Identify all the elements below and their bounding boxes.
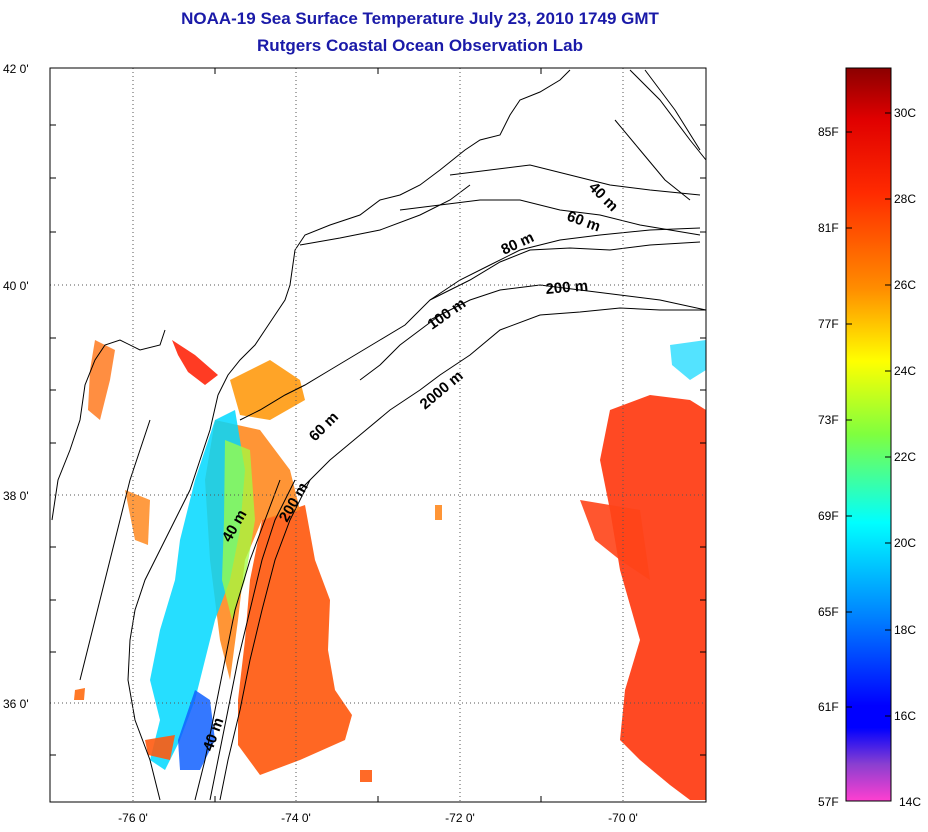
lat-tick-labels: 42 0' 40 0' 38 0' 36 0' xyxy=(3,62,29,711)
sst-patch-cold-core xyxy=(178,690,215,770)
lon-tick-label: -76 0' xyxy=(118,811,148,825)
colorbar-f-label: 57F xyxy=(818,795,839,809)
isobath-100m xyxy=(359,314,441,381)
colorbar-c-label: 24C xyxy=(894,364,916,378)
sst-patch-gulf-stream-2 xyxy=(580,500,650,580)
colorbar-f-label: 77F xyxy=(818,317,839,331)
isobath-label: 40 m xyxy=(585,179,621,215)
isobath-200m xyxy=(429,284,706,321)
colorbar-f-label: 65F xyxy=(818,605,839,619)
sst-patch-chesapeake xyxy=(88,340,115,420)
coastline-layer xyxy=(51,69,706,801)
colorbar-f-label: 85F xyxy=(818,125,839,139)
sst-patch-sound xyxy=(145,735,175,760)
isobath-label: 60 m xyxy=(306,409,342,445)
sst-patch-green xyxy=(222,440,255,620)
lon-tick-label: -70 0' xyxy=(608,811,638,825)
sst-patch-nj-shelf xyxy=(230,360,305,420)
isobath-60m xyxy=(399,199,701,236)
sst-patch-small-3 xyxy=(360,770,372,782)
isobath-80m xyxy=(429,241,701,301)
colorbar-c-label: 20C xyxy=(894,536,916,550)
sst-data-layer xyxy=(74,340,706,800)
isobath-label: 80 m xyxy=(499,229,537,259)
colorbar-c-label: 26C xyxy=(894,278,916,292)
slope-lines-2 xyxy=(209,479,296,801)
map-grid xyxy=(50,68,706,802)
lat-tick-label: 36 0' xyxy=(3,697,29,711)
lon-tick-labels: -76 0' -74 0' -72 0' -70 0' xyxy=(118,811,638,825)
lon-tick-label: -72 0' xyxy=(445,811,475,825)
isobath-label: 100 m xyxy=(425,295,470,333)
coastline-chesapeake xyxy=(51,329,166,521)
colorbar-c-label: 16C xyxy=(894,709,916,723)
shelf-edge-inner xyxy=(239,227,701,421)
sst-patch-cold-band xyxy=(150,410,245,770)
coastline-nj xyxy=(217,284,291,396)
map-subtitle: Rutgers Coastal Ocean Observation Lab xyxy=(257,36,583,55)
sst-patch-delaware-bay xyxy=(172,340,218,385)
coastline-delmarva xyxy=(127,394,219,801)
sst-patch-offshore-cyan xyxy=(670,340,706,380)
map-minor-ticks xyxy=(50,68,706,802)
isobath-label: 200 m xyxy=(545,277,589,298)
lat-tick-label: 40 0' xyxy=(3,279,29,293)
sst-patch-offshore-warm xyxy=(238,505,352,775)
isobath-label: 60 m xyxy=(565,208,603,236)
lat-tick-label: 38 0' xyxy=(3,489,29,503)
colorbar-f-label: 81F xyxy=(818,221,839,235)
map-title: NOAA-19 Sea Surface Temperature July 23,… xyxy=(181,9,659,28)
colorbar-f-label: 73F xyxy=(818,413,839,427)
sst-patch-small-1 xyxy=(74,688,85,700)
coastline-chesapeake-inner xyxy=(79,419,151,681)
gulf-of-maine-lines xyxy=(614,69,706,201)
colorbar-c-label: 28C xyxy=(894,192,916,206)
sst-patch-chesapeake-2 xyxy=(125,490,150,545)
sst-patch-small-2 xyxy=(435,505,442,520)
coastline-long-island xyxy=(299,184,471,246)
colorbar-c-label: 30C xyxy=(894,106,916,120)
lat-tick-label: 42 0' xyxy=(3,62,29,76)
colorbar-f-labels: 85F 81F 77F 73F 69F 65F 61F 57F xyxy=(818,125,839,809)
colorbar-c-label: 18C xyxy=(894,623,916,637)
colorbar-c-label: 22C xyxy=(894,450,916,464)
slope-lines-3 xyxy=(219,479,311,801)
slope-lines xyxy=(194,479,281,801)
colorbar-ticks xyxy=(846,112,891,717)
colorbar-c-label: 14C xyxy=(899,795,921,809)
isobath-2000m xyxy=(299,307,706,491)
lon-tick-label: -74 0' xyxy=(281,811,311,825)
coastline-new-england xyxy=(289,69,571,286)
isobath-40m xyxy=(449,164,701,196)
colorbar-c-labels: 30C 28C 26C 24C 22C 20C 18C 16C 14C xyxy=(894,106,921,809)
colorbar-f-label: 61F xyxy=(818,700,839,714)
colorbar-f-label: 69F xyxy=(818,509,839,523)
sst-patch-gulf-stream xyxy=(600,395,706,800)
colorbar xyxy=(845,67,892,802)
